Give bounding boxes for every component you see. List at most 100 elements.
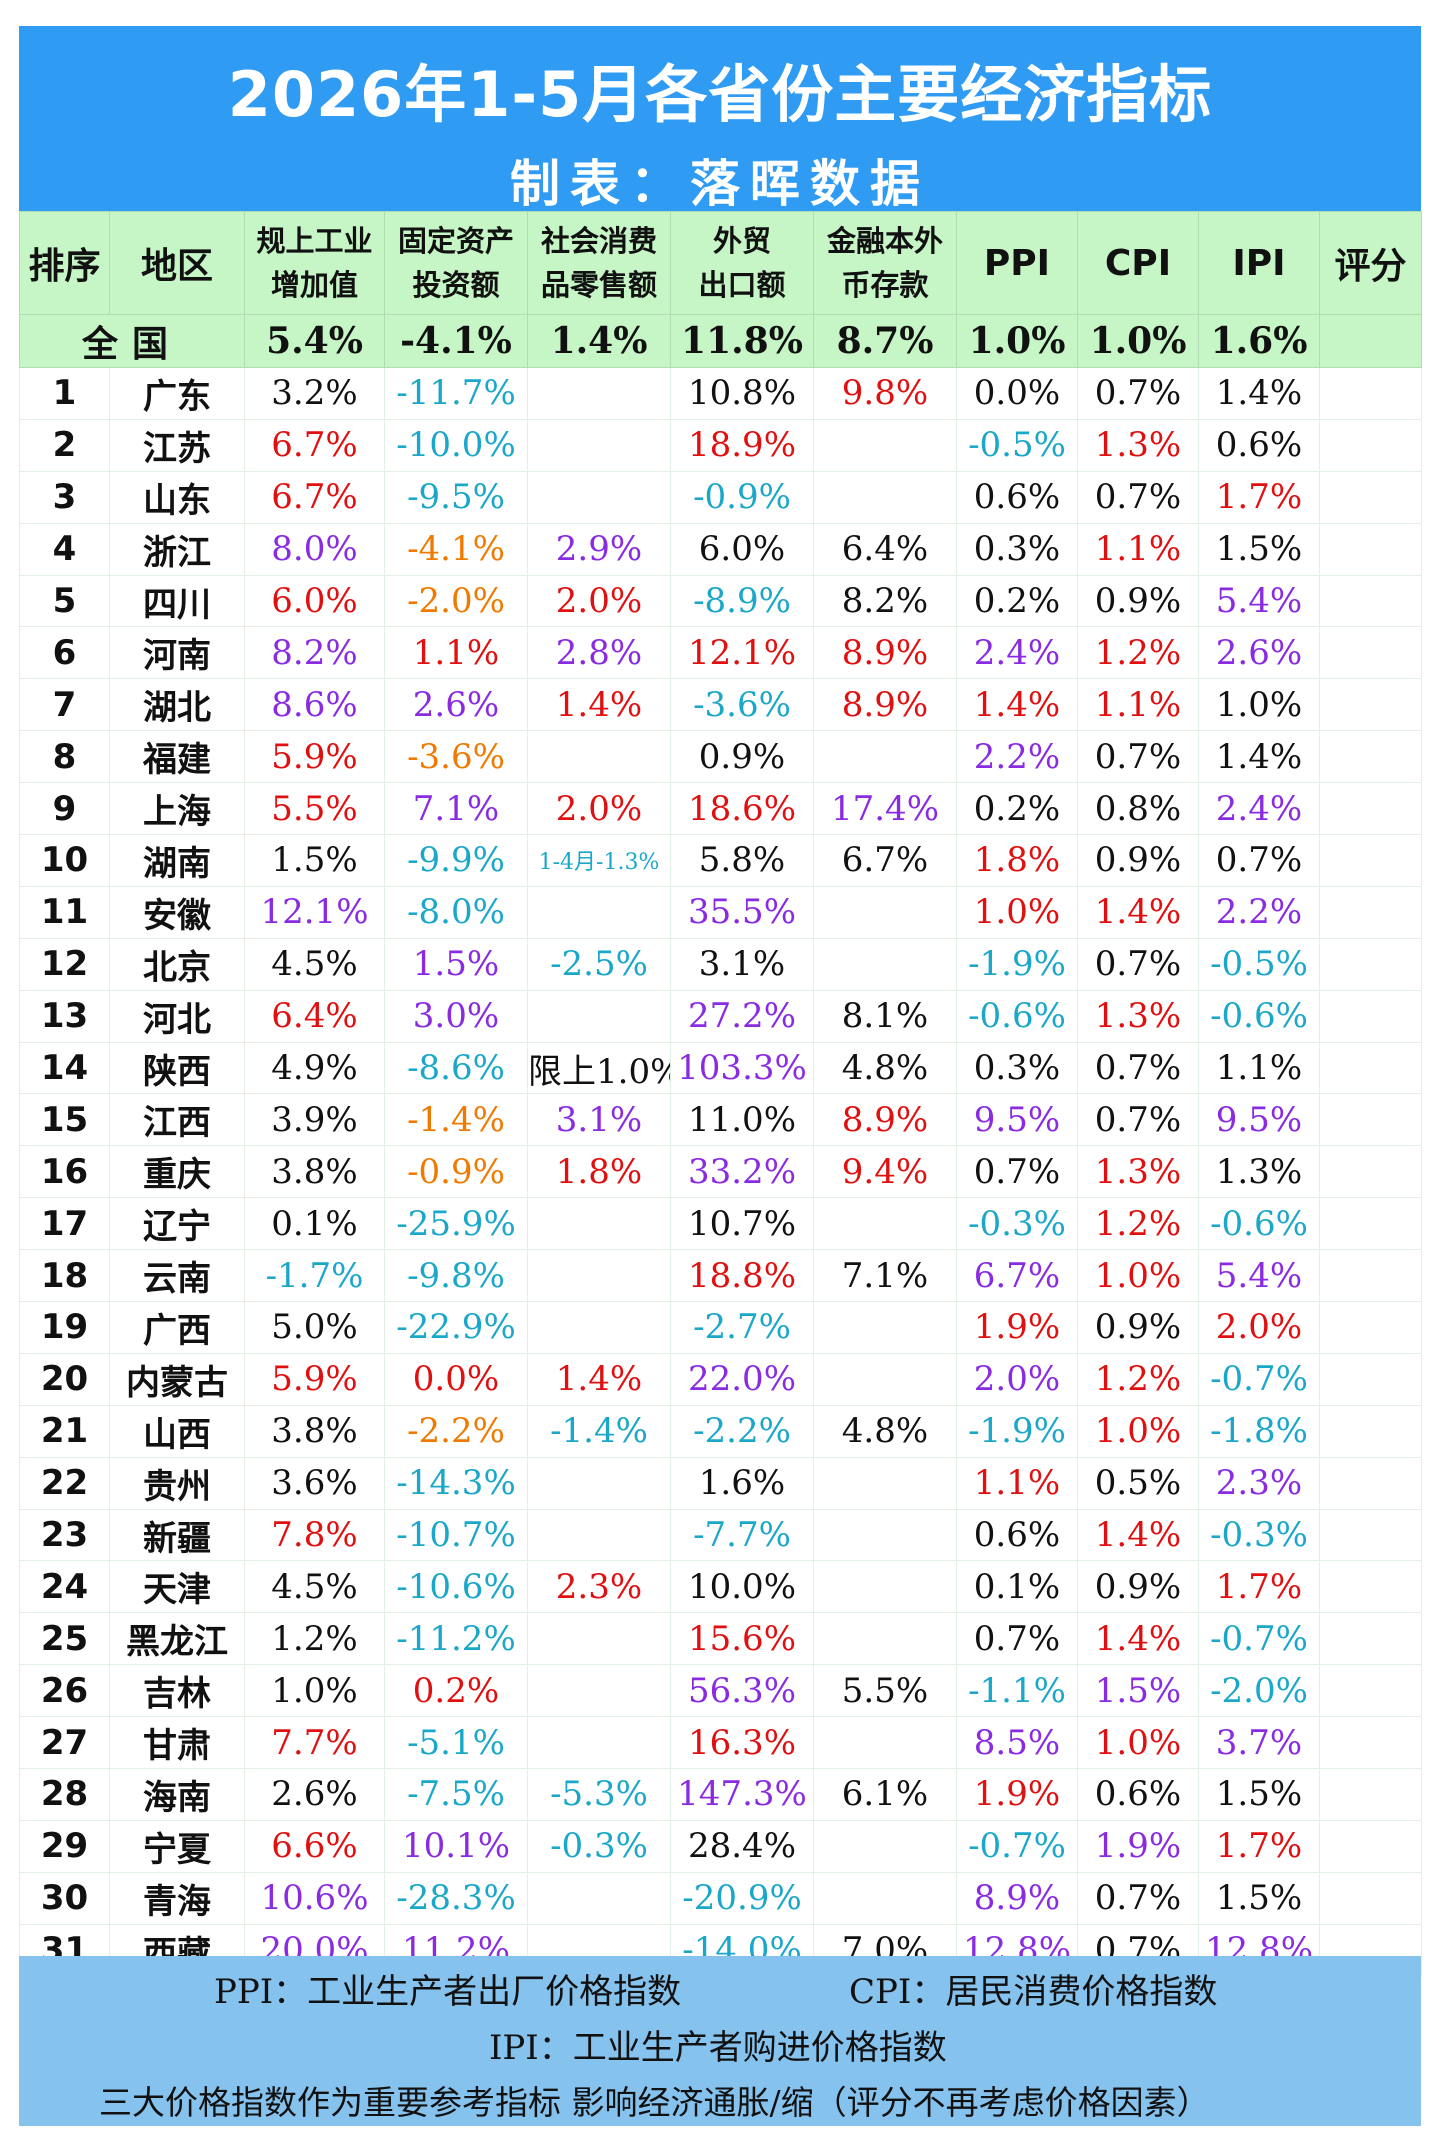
table-row: 18 云南 -1.7% -9.8% 18.8% 7.1% 6.7% 1.0% 5.4%: [19, 1249, 1422, 1303]
row-rank: 19: [19, 1301, 110, 1354]
cell-score: [1319, 367, 1422, 420]
cell-investment: -11.2%: [384, 1612, 528, 1666]
cell-export: 18.9%: [670, 418, 814, 472]
national-value-investment: -4.1%: [384, 314, 528, 368]
cell-ipi: 1.5%: [1198, 1871, 1320, 1925]
row-rank: 3: [19, 470, 110, 524]
cell-cpi: 0.7%: [1077, 937, 1199, 991]
cell-cpi: 1.9%: [1077, 1819, 1199, 1873]
cell-investment: 2.6%: [384, 678, 528, 732]
cell-ipi: -0.7%: [1198, 1352, 1320, 1406]
row-region: 安徽: [109, 885, 245, 939]
column-header-line: CPI: [1104, 242, 1172, 284]
row-rank: 4: [19, 522, 110, 576]
cell-cpi: 1.2%: [1077, 1197, 1199, 1251]
row-region: 浙江: [109, 522, 245, 576]
cell-ipi: 0.7%: [1198, 834, 1320, 887]
cell-cpi: 1.3%: [1077, 989, 1199, 1043]
cell-cpi: 1.5%: [1077, 1664, 1199, 1718]
cell-ppi: 0.2%: [956, 574, 1078, 628]
table-row: 14 陕西 4.9% -8.6% 限上1.0% 103.3% 4.8% 0.3% 0.7% 1.1…: [19, 1041, 1422, 1095]
page-title: 2026年1-5月各省份主要经济指标: [227, 58, 1213, 131]
cell-investment: 0.2%: [384, 1664, 528, 1718]
cell-retail: [527, 1664, 671, 1718]
row-rank: 10: [19, 834, 110, 887]
cell-retail: [527, 1871, 671, 1925]
cell-score: [1319, 1819, 1422, 1873]
cell-ipi: 5.4%: [1198, 574, 1320, 628]
row-region: 四川: [109, 574, 245, 628]
cell-ipi: 1.5%: [1198, 522, 1320, 576]
cell-ipi: 1.7%: [1198, 1560, 1320, 1614]
cpi-definition: CPI：居民消费价格指数: [849, 1972, 1218, 2012]
row-rank: 24: [19, 1560, 110, 1614]
row-region: 江苏: [109, 418, 245, 472]
cell-deposit: 6.1%: [813, 1768, 957, 1821]
cell-export: 147.3%: [670, 1768, 814, 1821]
cell-cpi: 0.7%: [1077, 470, 1199, 524]
table-row: 25 黑龙江 1.2% -11.2% 15.6% 0.7% 1.4% -0.7%: [19, 1612, 1422, 1666]
cell-industry: 6.7%: [244, 418, 385, 472]
cell-ppi: -0.6%: [956, 989, 1078, 1043]
cell-deposit: [813, 1612, 957, 1666]
row-rank: 1: [19, 367, 110, 420]
cell-cpi: 0.9%: [1077, 1560, 1199, 1614]
cell-ppi: 1.4%: [956, 678, 1078, 732]
cell-cpi: 0.7%: [1077, 1041, 1199, 1095]
cell-export: 56.3%: [670, 1664, 814, 1718]
cell-ppi: 2.0%: [956, 1352, 1078, 1406]
national-value-export: 11.8%: [670, 314, 814, 368]
cell-score: [1319, 1716, 1422, 1770]
table-row: 2 江苏 6.7% -10.0% 18.9% -0.5% 1.3% 0.6%: [19, 418, 1422, 472]
cell-investment: -2.2%: [384, 1404, 528, 1458]
cell-deposit: 6.4%: [813, 522, 957, 576]
national-label: 全国: [19, 314, 245, 368]
cell-retail: -0.3%: [527, 1819, 671, 1873]
cell-deposit: 6.7%: [813, 834, 957, 887]
table-row: 30 青海 10.6% -28.3% -20.9% 8.9% 0.7% 1.5%: [19, 1871, 1422, 1925]
page-subtitle: 制表：落晖数据: [510, 155, 930, 213]
cell-retail: [527, 367, 671, 420]
column-header-retail: 社会消费 品零售额: [527, 211, 671, 315]
row-region: 山西: [109, 1404, 245, 1458]
cell-export: -2.7%: [670, 1301, 814, 1354]
cell-industry: 12.1%: [244, 885, 385, 939]
column-header-line: 规上工业: [256, 224, 373, 258]
cell-export: 27.2%: [670, 989, 814, 1043]
cell-score: [1319, 834, 1422, 887]
column-header-line: 投资额: [412, 268, 500, 302]
cell-score: [1319, 1197, 1422, 1251]
cell-deposit: [813, 418, 957, 472]
footer-legend: PPI：工业生产者出厂价格指数 CPI：居民消费价格指数 IPI：工业生产者购进…: [19, 1956, 1421, 2126]
row-region: 湖南: [109, 834, 245, 887]
cell-ipi: -1.8%: [1198, 1404, 1320, 1458]
row-region: 江西: [109, 1093, 245, 1147]
cell-retail: 2.0%: [527, 574, 671, 628]
cell-investment: -28.3%: [384, 1871, 528, 1925]
row-rank: 2: [19, 418, 110, 472]
page-frame: 2026年1-5月各省份主要经济指标 制表：落晖数据 排序 地区 规上工业 增加值 固定…: [9, 8, 1431, 2133]
table-row: 22 贵州 3.6% -14.3% 1.6% 1.1% 0.5% 2.3%: [19, 1456, 1422, 1510]
cell-score: [1319, 1352, 1422, 1406]
cell-retail: -2.5%: [527, 937, 671, 991]
column-header-line: 外贸: [712, 224, 771, 258]
cell-investment: -4.1%: [384, 522, 528, 576]
cell-score: [1319, 1093, 1422, 1147]
cell-cpi: 1.2%: [1077, 1352, 1199, 1406]
cell-industry: 3.6%: [244, 1456, 385, 1510]
cell-retail: 2.0%: [527, 782, 671, 836]
column-header-line: IPI: [1232, 242, 1286, 284]
column-header-line: 金融本外: [826, 224, 943, 258]
cell-score: [1319, 1456, 1422, 1510]
cell-score: [1319, 1612, 1422, 1666]
table-row: 9 上海 5.5% 7.1% 2.0% 18.6% 17.4% 0.2% 0.8% 2.4%: [19, 782, 1422, 836]
price-index-remark: 三大价格指数作为重要参考指标 影响经济通胀/缩（评分不再考虑价格因素）: [99, 2083, 1210, 2122]
row-rank: 9: [19, 782, 110, 836]
cell-cpi: 0.7%: [1077, 1871, 1199, 1925]
cell-cpi: 1.1%: [1077, 678, 1199, 732]
cell-ppi: 8.5%: [956, 1716, 1078, 1770]
table-row: 15 江西 3.9% -1.4% 3.1% 11.0% 8.9% 9.5% 0.7% 9.5%: [19, 1093, 1422, 1147]
cell-score: [1319, 470, 1422, 524]
row-rank: 6: [19, 626, 110, 680]
cell-ipi: 2.6%: [1198, 626, 1320, 680]
